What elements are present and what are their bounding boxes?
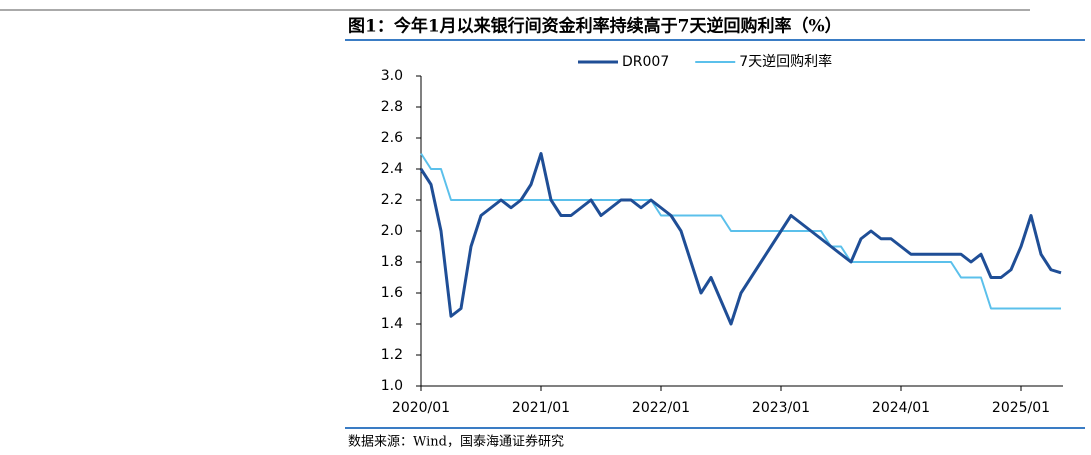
series-line bbox=[420, 152, 1061, 310]
y-tick-label: 1.4 bbox=[381, 316, 403, 332]
x-tick-label: 2023/01 bbox=[752, 400, 810, 416]
x-tick-label: 2020/01 bbox=[392, 400, 450, 416]
x-tick-label: 2025/01 bbox=[992, 400, 1050, 416]
x-tick-label: 2024/01 bbox=[872, 400, 930, 416]
chart-title: 图1：今年1月以来银行间资金利率持续高于7天逆回购利率（%） bbox=[348, 16, 842, 37]
y-tick-label: 1.2 bbox=[381, 347, 403, 363]
y-tick-label: 1.8 bbox=[381, 254, 403, 270]
y-tick-label: 2.4 bbox=[381, 161, 403, 177]
legend-label: 7天逆回购利率 bbox=[739, 53, 832, 70]
legend-label: DR007 bbox=[622, 54, 669, 70]
x-tick-label: 2021/01 bbox=[512, 400, 570, 416]
y-tick-label: 2.6 bbox=[381, 130, 403, 146]
source-note: 数据来源：Wind，国泰海通证券研究 bbox=[348, 434, 564, 450]
y-tick-label: 1.0 bbox=[381, 378, 403, 394]
y-tick-label: 2.8 bbox=[381, 99, 403, 115]
y-tick-label: 2.2 bbox=[381, 192, 403, 208]
y-tick-label: 3.0 bbox=[381, 68, 403, 84]
series-line bbox=[419, 152, 1062, 326]
y-tick-label: 1.6 bbox=[381, 285, 403, 301]
y-tick-label: 2.0 bbox=[381, 223, 403, 239]
x-tick-label: 2022/01 bbox=[632, 400, 690, 416]
